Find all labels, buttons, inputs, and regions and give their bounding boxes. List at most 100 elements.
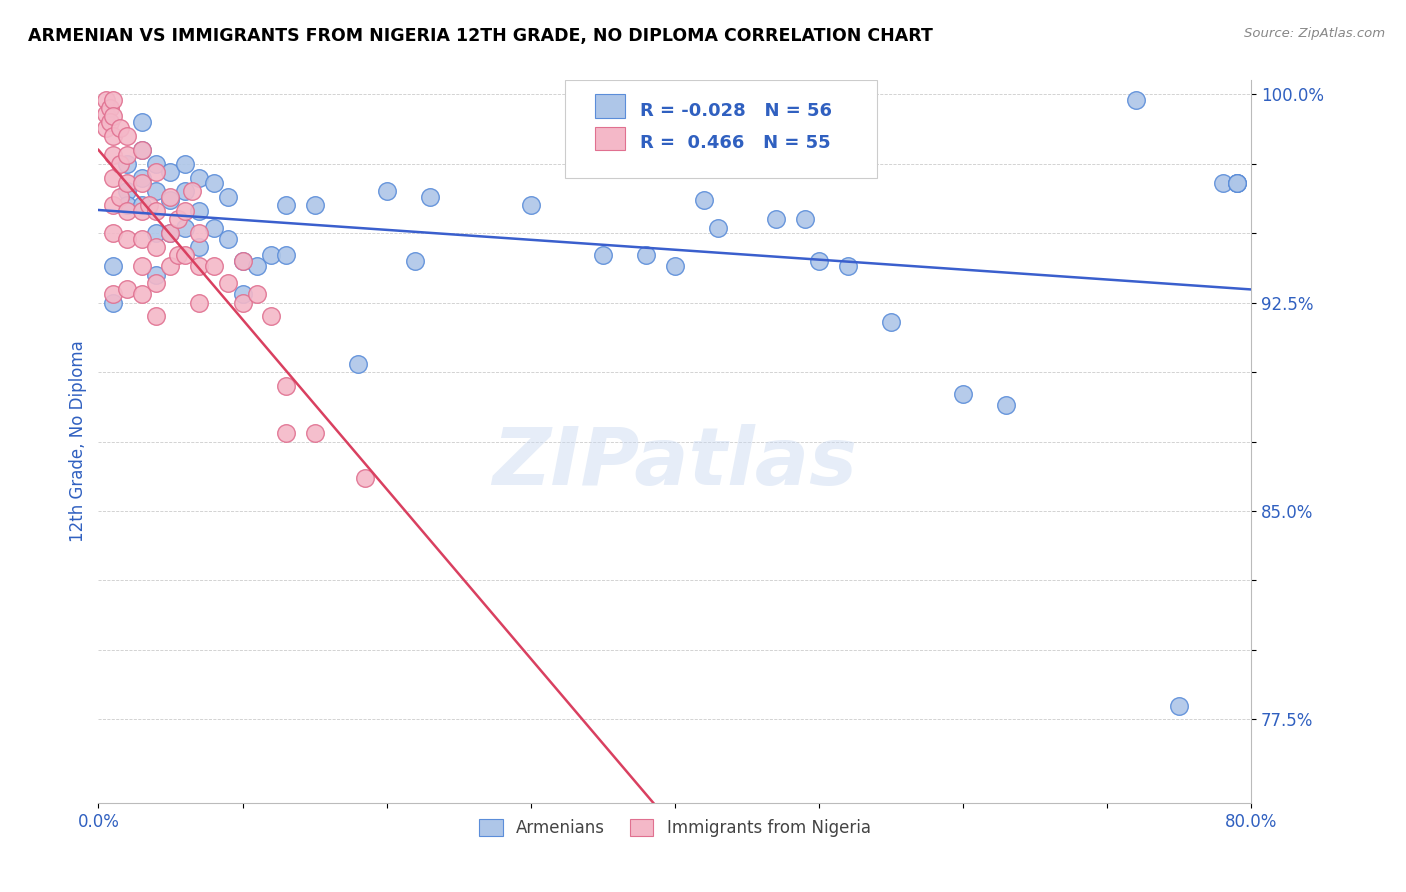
Point: [174, 156, 197, 170]
Point: [101, 170, 124, 185]
Point: [246, 287, 269, 301]
Point: [145, 240, 167, 254]
Text: ARMENIAN VS IMMIGRANTS FROM NIGERIA 12TH GRADE, NO DIPLOMA CORRELATION CHART: ARMENIAN VS IMMIGRANTS FROM NIGERIA 12TH…: [28, 27, 934, 45]
Point: [995, 398, 1018, 412]
Point: [101, 287, 124, 301]
Point: [131, 170, 153, 185]
Point: [117, 232, 139, 246]
Point: [145, 165, 167, 179]
Point: [101, 93, 124, 107]
Point: [131, 203, 153, 218]
Point: [419, 190, 441, 204]
Point: [274, 198, 297, 212]
Point: [145, 226, 167, 240]
Point: [837, 260, 859, 274]
Legend: Armenians, Immigrants from Nigeria: Armenians, Immigrants from Nigeria: [471, 810, 879, 845]
Point: [159, 260, 181, 274]
FancyBboxPatch shape: [595, 95, 626, 118]
Point: [1212, 176, 1234, 190]
Point: [707, 220, 730, 235]
Point: [117, 156, 139, 170]
Point: [202, 220, 225, 235]
Point: [101, 295, 124, 310]
Point: [174, 185, 197, 199]
Point: [346, 357, 368, 371]
Point: [188, 240, 211, 254]
Point: [101, 226, 124, 240]
Text: R =  0.466   N = 55: R = 0.466 N = 55: [640, 134, 831, 153]
Point: [188, 260, 211, 274]
Point: [1226, 176, 1249, 190]
Point: [274, 248, 297, 262]
Point: [94, 120, 117, 135]
Point: [231, 253, 254, 268]
Point: [117, 148, 139, 162]
Point: [952, 387, 974, 401]
Point: [188, 226, 211, 240]
Point: [159, 226, 181, 240]
Point: [405, 253, 427, 268]
Point: [94, 106, 117, 120]
Point: [274, 379, 297, 393]
Point: [202, 176, 225, 190]
Point: [880, 315, 903, 329]
Point: [145, 268, 167, 282]
Point: [101, 109, 124, 123]
Point: [145, 310, 167, 324]
Point: [231, 295, 254, 310]
Point: [375, 185, 398, 199]
Point: [117, 282, 139, 296]
Point: [131, 176, 153, 190]
Point: [138, 198, 160, 212]
Point: [98, 101, 121, 115]
Text: R = -0.028   N = 56: R = -0.028 N = 56: [640, 102, 832, 120]
Point: [202, 260, 225, 274]
Point: [246, 260, 269, 274]
Point: [166, 212, 188, 227]
Point: [108, 120, 131, 135]
Point: [117, 176, 139, 190]
Point: [188, 295, 211, 310]
Point: [765, 212, 787, 227]
Point: [217, 232, 239, 246]
Point: [117, 203, 139, 218]
Point: [145, 156, 167, 170]
Point: [108, 156, 131, 170]
Point: [101, 128, 124, 143]
Point: [131, 143, 153, 157]
Point: [159, 226, 181, 240]
Point: [174, 220, 197, 235]
Point: [304, 198, 326, 212]
Point: [1168, 698, 1191, 713]
Text: Source: ZipAtlas.com: Source: ZipAtlas.com: [1244, 27, 1385, 40]
Point: [159, 190, 181, 204]
Point: [174, 248, 197, 262]
Point: [1226, 176, 1249, 190]
Point: [793, 212, 815, 227]
FancyBboxPatch shape: [565, 80, 877, 178]
Point: [260, 248, 283, 262]
Point: [145, 203, 167, 218]
Point: [231, 253, 254, 268]
Point: [159, 193, 181, 207]
Point: [181, 185, 204, 199]
Point: [131, 143, 153, 157]
Point: [304, 426, 326, 441]
Text: ZIPatlas: ZIPatlas: [492, 425, 858, 502]
Point: [664, 260, 686, 274]
Point: [131, 115, 153, 129]
Point: [174, 203, 197, 218]
Point: [117, 185, 139, 199]
Point: [274, 426, 297, 441]
Point: [98, 115, 121, 129]
Point: [520, 198, 543, 212]
Y-axis label: 12th Grade, No Diploma: 12th Grade, No Diploma: [69, 341, 87, 542]
Point: [1226, 176, 1249, 190]
Point: [108, 190, 131, 204]
Point: [354, 470, 377, 484]
Point: [592, 248, 614, 262]
Point: [145, 276, 167, 290]
FancyBboxPatch shape: [595, 127, 626, 151]
Point: [808, 253, 831, 268]
Point: [1125, 93, 1147, 107]
